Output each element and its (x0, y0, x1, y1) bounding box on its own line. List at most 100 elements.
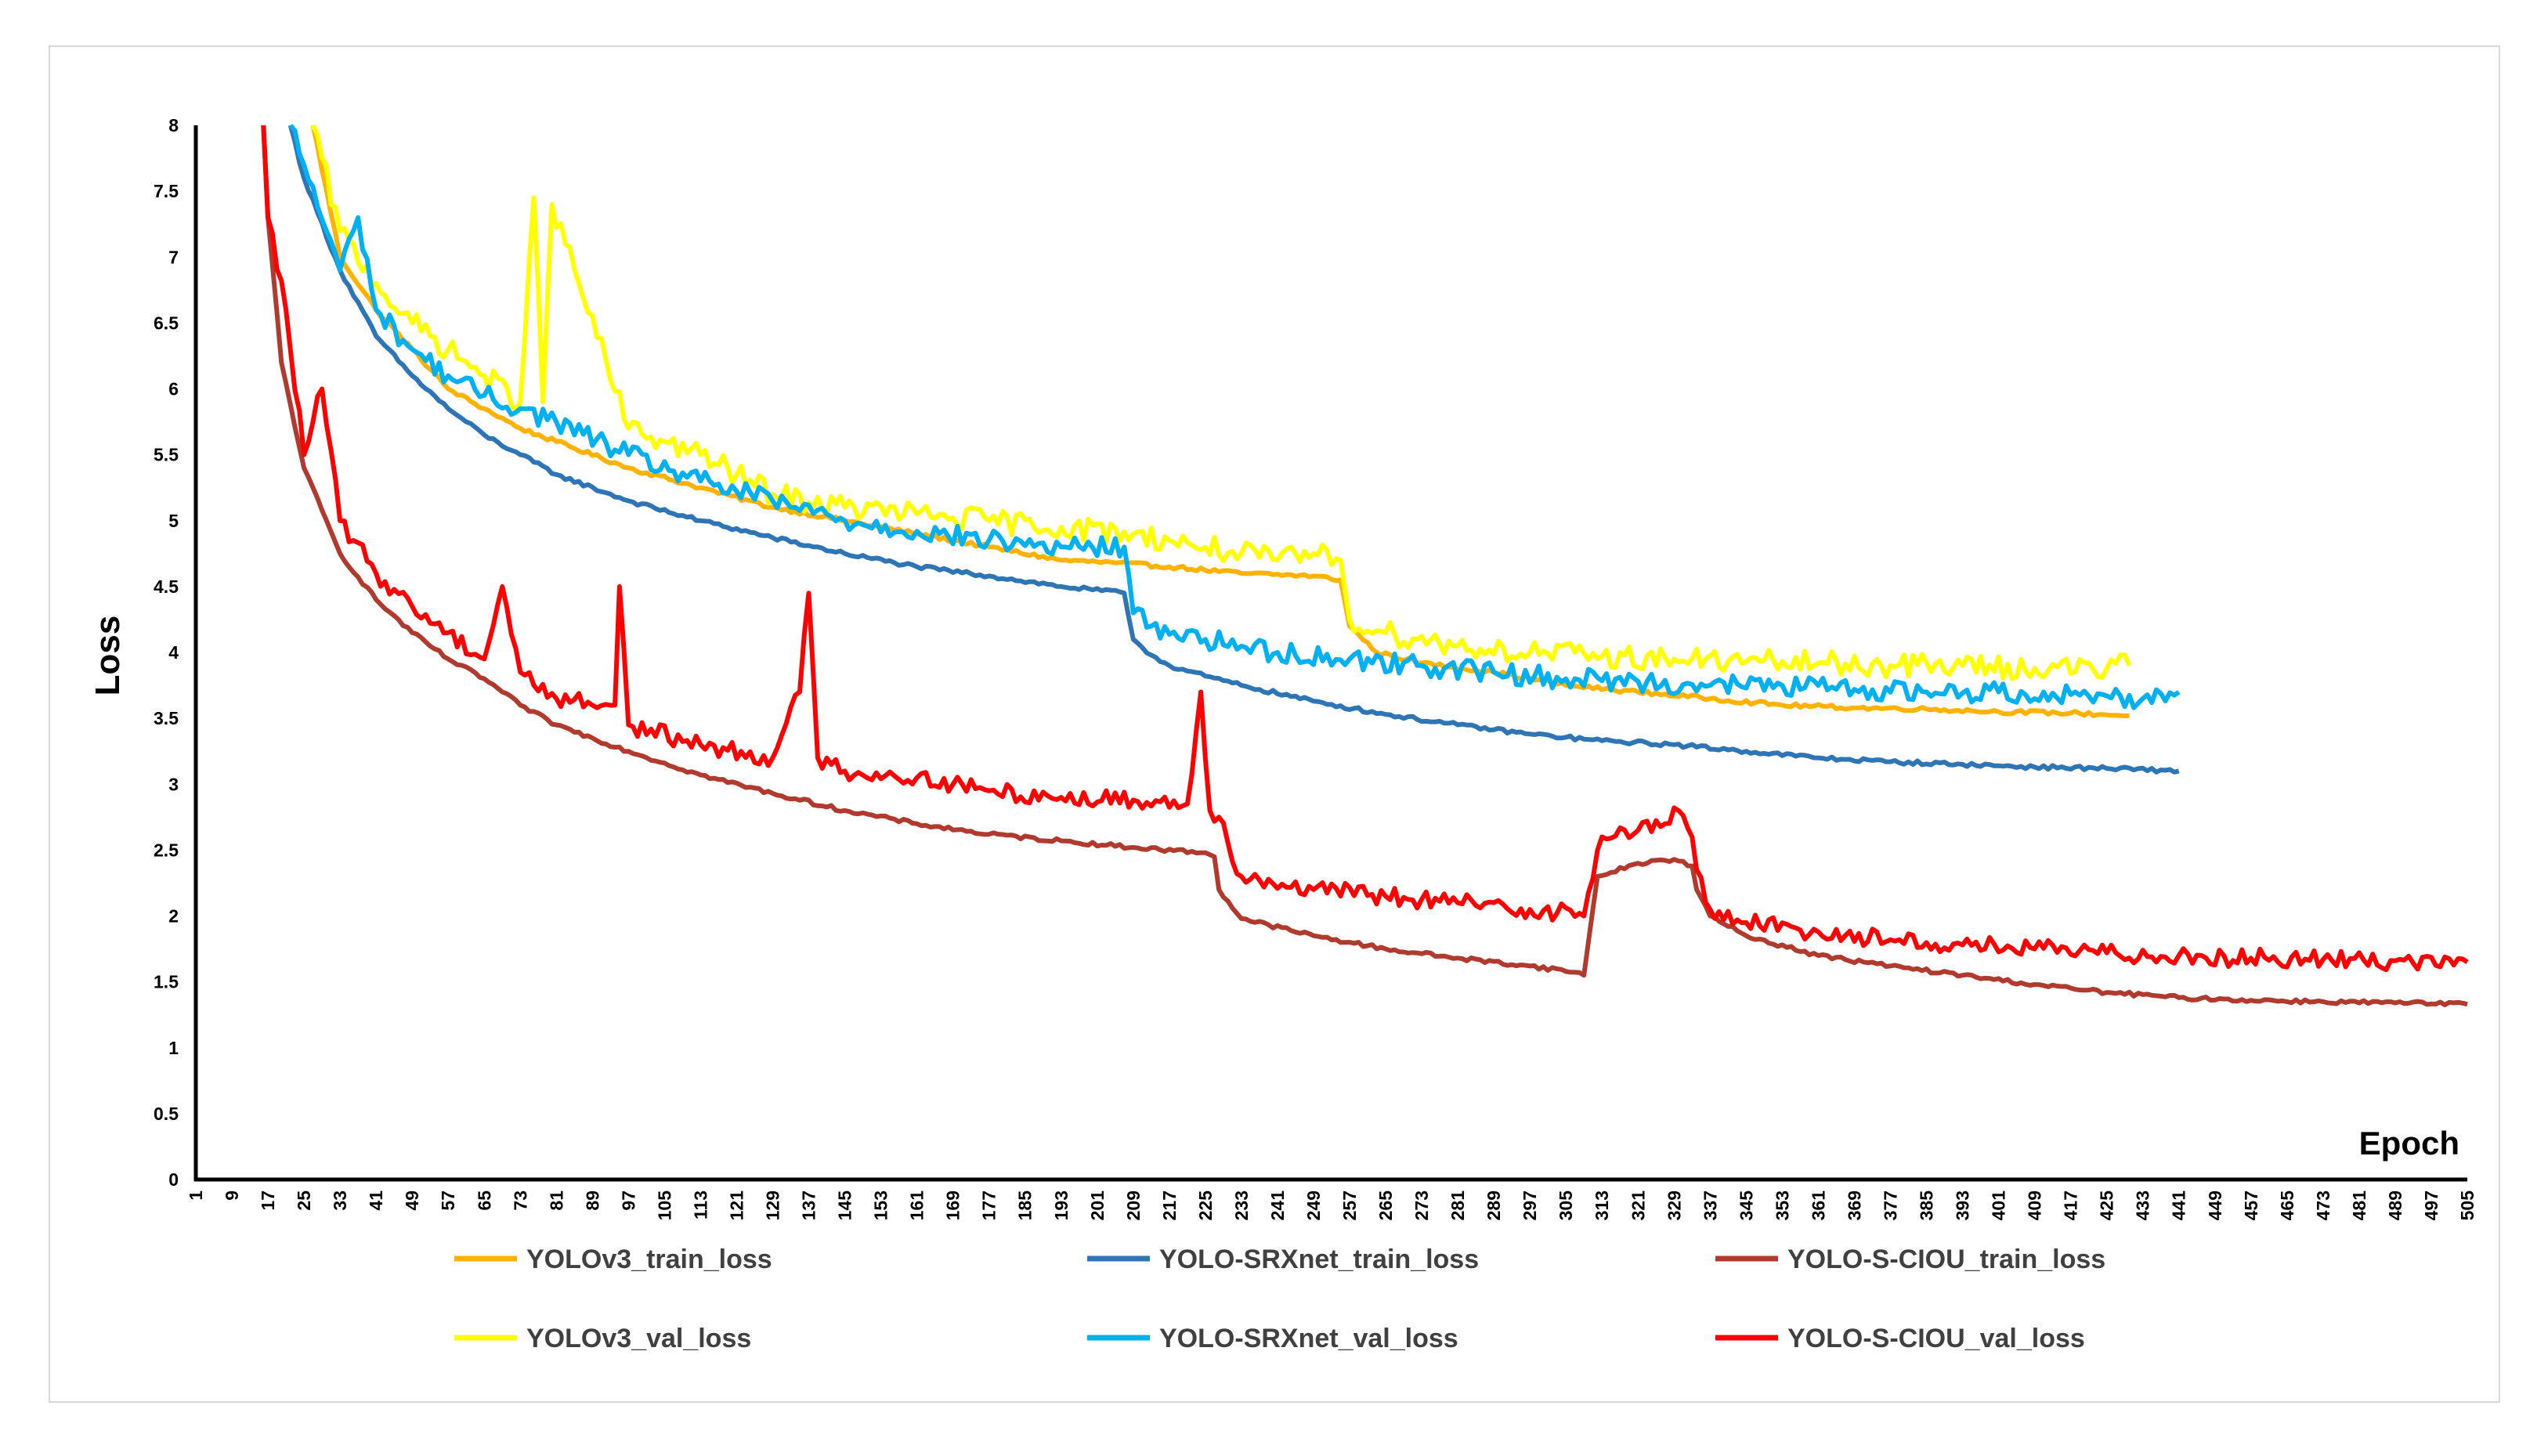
y-tick-label: 5 (168, 511, 179, 531)
x-tick-label: 401 (1989, 1190, 2009, 1221)
x-tick-label: 217 (1159, 1190, 1180, 1220)
x-axis-title: Epoch (2359, 1125, 2459, 1162)
x-tick-label: 433 (2133, 1190, 2153, 1220)
x-tick-label: 321 (1628, 1190, 1648, 1221)
x-tick-label: 145 (835, 1190, 855, 1221)
x-tick-label: 281 (1447, 1190, 1468, 1221)
x-tick-label: 273 (1411, 1190, 1432, 1220)
y-tick-label: 0 (168, 1169, 179, 1190)
x-tick-label: 105 (654, 1190, 674, 1221)
y-tick-label: 4.5 (154, 576, 179, 597)
x-tick-label: 185 (1015, 1190, 1035, 1221)
x-tick-label: 113 (690, 1190, 710, 1219)
y-tick-label: 3 (168, 774, 179, 794)
x-tick-label: 249 (1303, 1190, 1324, 1220)
x-tick-label: 25 (294, 1190, 314, 1211)
y-tick-label: 1.5 (154, 972, 179, 992)
x-tick-label: 97 (618, 1190, 638, 1211)
x-tick-label: 193 (1051, 1190, 1072, 1220)
x-tick-label: 265 (1375, 1190, 1396, 1221)
y-tick-labels: 0 0.5 1 1.5 2 2.5 3 3.5 4 4.5 5 5.5 6 6.5 7 7.5 8 (154, 115, 179, 1190)
x-tick-label: 73 (510, 1190, 530, 1211)
y-tick-label: 1 (168, 1038, 179, 1058)
x-tick-label: 289 (1484, 1190, 1504, 1220)
x-tick-label: 337 (1700, 1190, 1720, 1220)
legend-label: YOLOv3_val_loss (526, 1324, 751, 1353)
y-tick-label: 7 (168, 247, 179, 267)
x-tick-label: 41 (366, 1190, 386, 1211)
x-tick-label: 473 (2313, 1190, 2333, 1220)
y-tick-label: 6 (168, 379, 179, 399)
y-tick-label: 2.5 (154, 840, 179, 860)
x-tick-labels: 1 9 17 25 33 41 49 57 65 73 81 89 97 105 113 121 129 137 1… (186, 1190, 2478, 1221)
x-tick-label: 57 (438, 1190, 458, 1211)
x-tick-label: 129 (763, 1190, 783, 1220)
legend-label: YOLO-SRXnet_train_loss (1159, 1245, 1479, 1274)
legend: YOLOv3_train_loss YOLO-SRXnet_train_loss Y… (454, 1245, 2105, 1353)
x-tick-label: 329 (1664, 1190, 1684, 1220)
x-tick-label: 177 (979, 1190, 999, 1220)
legend-label: YOLOv3_train_loss (526, 1245, 772, 1274)
x-tick-label: 441 (2169, 1190, 2189, 1221)
x-tick-label: 489 (2385, 1190, 2405, 1220)
series-line-YOLO-SRXnet_train_loss (287, 125, 2180, 775)
legend-label: YOLO-S-CIOU_train_loss (1787, 1245, 2105, 1274)
x-tick-label: 89 (582, 1190, 602, 1211)
y-tick-label: 2 (168, 906, 179, 927)
series-line-YOLOv3_train_loss (310, 125, 2130, 718)
x-tick-label: 169 (943, 1190, 963, 1220)
series-line-YOLOv3_val_loss (310, 124, 2132, 681)
chart-frame (49, 45, 2500, 1403)
x-tick-label: 465 (2277, 1190, 2297, 1221)
x-tick-label: 409 (2025, 1190, 2045, 1220)
x-tick-label: 225 (1195, 1190, 1216, 1221)
x-tick-label: 121 (726, 1190, 746, 1221)
x-tick-label: 385 (1917, 1190, 1937, 1221)
series-layer (261, 124, 2469, 1007)
x-tick-label: 305 (1556, 1190, 1576, 1221)
x-tick-label: 369 (1844, 1190, 1864, 1220)
y-tick-label: 0.5 (154, 1104, 179, 1124)
x-tick-label: 457 (2241, 1190, 2261, 1220)
y-tick-label: 5.5 (154, 445, 179, 465)
x-tick-label: 497 (2421, 1190, 2441, 1220)
series-line-YOLO-S-CIOU_val_loss (261, 125, 2469, 973)
x-tick-label: 353 (1772, 1190, 1792, 1220)
x-tick-label: 425 (2097, 1190, 2117, 1221)
x-tick-label: 33 (330, 1190, 350, 1211)
x-tick-label: 449 (2205, 1190, 2225, 1220)
y-tick-label: 4 (168, 642, 179, 663)
x-tick-label: 153 (871, 1190, 891, 1220)
x-tick-label: 393 (1953, 1190, 1973, 1220)
y-tick-label: 6.5 (154, 313, 179, 333)
series-line-YOLO-SRXnet_val_loss (288, 124, 2181, 710)
x-tick-label: 505 (2457, 1190, 2478, 1221)
x-tick-label: 361 (1808, 1190, 1828, 1221)
x-tick-label: 297 (1520, 1190, 1540, 1220)
legend-label: YOLO-S-CIOU_val_loss (1787, 1324, 2085, 1353)
x-tick-label: 17 (258, 1190, 278, 1211)
x-tick-label: 257 (1339, 1190, 1360, 1220)
y-tick-label: 8 (168, 115, 179, 135)
x-tick-label: 9 (222, 1190, 242, 1201)
x-tick-label: 313 (1592, 1190, 1612, 1220)
x-tick-label: 377 (1880, 1190, 1900, 1220)
x-tick-label: 233 (1231, 1190, 1252, 1220)
x-tick-label: 137 (799, 1190, 819, 1220)
series-line-YOLO-S-CIOU_train_loss (261, 125, 2468, 1007)
x-tick-label: 241 (1267, 1190, 1288, 1221)
x-tick-label: 161 (907, 1190, 927, 1221)
x-tick-label: 345 (1736, 1190, 1756, 1221)
x-tick-label: 209 (1123, 1190, 1144, 1220)
legend-label: YOLO-SRXnet_val_loss (1159, 1324, 1458, 1353)
x-tick-label: 481 (2349, 1190, 2369, 1221)
y-tick-label: 3.5 (154, 708, 179, 728)
y-axis-title: Loss (89, 616, 127, 696)
x-tick-label: 417 (2061, 1190, 2081, 1220)
x-tick-label: 1 (186, 1190, 206, 1201)
y-tick-label: 7.5 (154, 181, 179, 201)
x-tick-label: 81 (546, 1190, 566, 1211)
x-tick-label: 201 (1087, 1190, 1108, 1221)
x-tick-label: 49 (402, 1190, 422, 1211)
